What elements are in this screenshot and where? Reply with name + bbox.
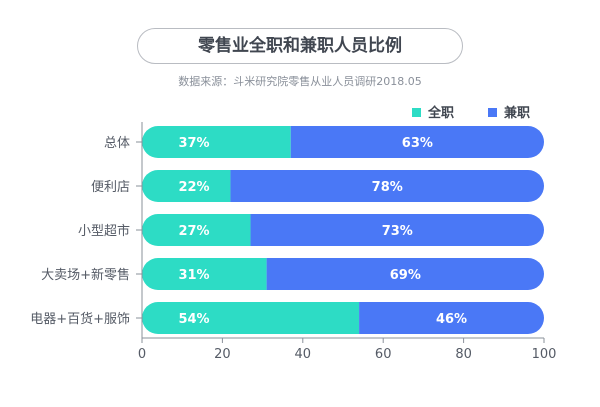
- category-label: 大卖场+新零售: [41, 267, 130, 283]
- bar-part-time: [230, 170, 544, 202]
- category-label: 小型超市: [78, 223, 130, 239]
- data-label: 63%: [402, 136, 433, 151]
- x-tick-label: 60: [375, 347, 392, 362]
- category-label: 总体: [104, 136, 130, 151]
- data-label: 73%: [382, 224, 413, 239]
- bar-full-time: [142, 214, 251, 246]
- x-tick-label: 80: [455, 347, 472, 362]
- legend-label: 全职: [427, 105, 454, 121]
- data-label: 69%: [390, 268, 421, 283]
- data-label: 46%: [436, 312, 467, 327]
- data-label: 78%: [372, 180, 403, 195]
- legend-swatch: [488, 108, 497, 117]
- bar-part-time: [290, 126, 544, 158]
- chart-title: 零售业全职和兼职人员比例: [137, 28, 463, 64]
- bar-part-time: [359, 302, 544, 334]
- bar-full-time: [142, 258, 267, 290]
- legend-label: 兼职: [504, 105, 530, 121]
- bar-full-time: [142, 170, 231, 202]
- x-tick-label: 40: [295, 347, 312, 362]
- bar-part-time: [266, 258, 544, 290]
- chart-subtitle: 数据来源：斗米研究院零售从业人员调研2018.05: [178, 75, 422, 88]
- data-label: 22%: [178, 180, 209, 195]
- data-label: 27%: [178, 224, 209, 239]
- data-label: 37%: [178, 136, 209, 151]
- bar-full-time: [142, 302, 360, 334]
- legend-swatch: [412, 108, 421, 117]
- bar-part-time: [250, 214, 544, 246]
- x-tick-label: 100: [532, 347, 557, 362]
- x-tick-label: 20: [214, 347, 231, 362]
- bar-full-time: [142, 126, 291, 158]
- data-label: 31%: [178, 268, 209, 283]
- x-tick-label: 0: [138, 347, 146, 362]
- category-label: 电器+百货+服饰: [30, 311, 130, 327]
- category-label: 便利店: [91, 180, 130, 195]
- data-label: 54%: [178, 312, 209, 327]
